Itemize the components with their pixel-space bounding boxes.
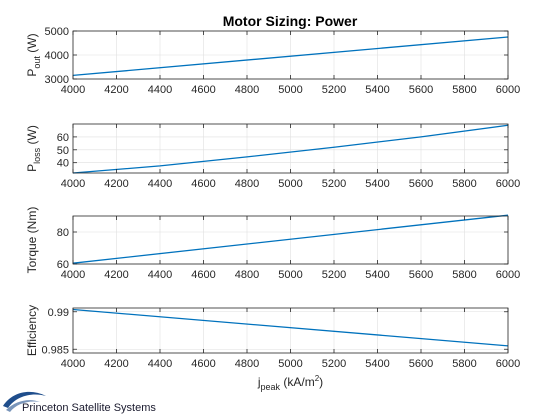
x-tick-label: 4200 [104,84,128,96]
x-tick-label: 6000 [496,178,520,190]
y-axis-label: Ploss (W) [25,125,42,172]
x-tick-label: 5800 [452,178,476,190]
x-tick-label: 4400 [148,269,172,281]
subplot-3: 4000 4200 4400 4600 4800 5000 5200 5400 5600 5800… [25,207,520,281]
x-tick-label: 4000 [61,358,85,370]
x-tick-label: 5000 [278,358,302,370]
series-line-1 [72,214,509,264]
series-line-1 [72,36,509,77]
y-tick-label: 60 [57,259,69,271]
x-tick-label: 5800 [452,269,476,281]
x-tick-label: 4600 [191,84,215,96]
swoosh-logo-icon [3,391,46,412]
subplot-2: 4000 4200 4400 4600 4800 5000 5200 5400 5600 5800… [25,123,520,190]
x-tick-label: 5200 [322,178,346,190]
x-tick-label: 5400 [365,358,389,370]
x-tick-label: 5600 [409,269,433,281]
y-tick-label: 0.985 [41,344,69,356]
subplot-4: 4000 4200 4400 4600 4800 5000 5200 5400 5600 5800… [25,305,520,392]
x-tick-label: 5000 [278,84,302,96]
x-tick-label: 5400 [365,84,389,96]
x-tick-label: 6000 [496,358,520,370]
x-tick-label: 6000 [496,84,520,96]
x-tick-label: 4400 [148,84,172,96]
plots: 4000 4200 4400 4600 4800 5000 5200 5400 5600 5800… [25,26,520,392]
x-tick-label: 4400 [148,358,172,370]
x-tick-label: 5200 [322,358,346,370]
x-tick-label: 4200 [104,269,128,281]
series-line-1 [72,124,509,174]
x-tick-label: 4200 [104,358,128,370]
y-tick-label: 4000 [45,50,69,62]
x-tick-label: 6000 [496,269,520,281]
y-axis-label: Pout (W) [25,33,42,76]
chart-title: Motor Sizing: Power [223,13,358,29]
x-tick-label: 4600 [191,358,215,370]
x-tick-label: 4000 [61,269,85,281]
x-tick-label: 4600 [191,269,215,281]
y-tick-label: 40 [57,158,69,170]
x-tick-label: 5600 [409,84,433,96]
x-tick-label: 5000 [278,178,302,190]
x-tick-label: 5400 [365,178,389,190]
x-tick-label: 5200 [322,269,346,281]
x-tick-label: 4800 [235,358,259,370]
x-tick-label: 5000 [278,269,302,281]
x-tick-label: 4000 [61,84,85,96]
y-axis-label: Torque (Nm) [25,207,39,274]
x-tick-label: 5600 [409,358,433,370]
brand-text: Princeton Satellite Systems [22,402,156,414]
x-tick-label: 5200 [322,84,346,96]
x-tick-label: 5800 [452,84,476,96]
y-tick-label: 3000 [45,74,69,86]
x-tick-label: 4800 [235,84,259,96]
y-tick-label: 50 [57,145,69,157]
branding: Princeton Satellite Systems [3,391,156,414]
series-line-1 [72,308,509,347]
x-tick-label: 4800 [235,269,259,281]
y-tick-label: 0.99 [48,307,69,319]
x-tick-label: 4200 [104,178,128,190]
y-tick-label: 5000 [45,26,69,38]
x-tick-label: 4600 [191,178,215,190]
x-tick-label: 4000 [61,178,85,190]
x-tick-label: 5600 [409,178,433,190]
x-tick-label: 5400 [365,269,389,281]
y-tick-label: 80 [57,227,69,239]
x-tick-label: 4400 [148,178,172,190]
x-tick-label: 5800 [452,358,476,370]
x-tick-label: 4800 [235,178,259,190]
subplot-1: 4000 4200 4400 4600 4800 5000 5200 5400 5600 5800… [25,26,520,96]
y-tick-label: 60 [57,132,69,144]
y-axis-label: Efficiency [25,305,39,356]
x-axis-label: jpeak (kA/m2) [257,374,323,392]
